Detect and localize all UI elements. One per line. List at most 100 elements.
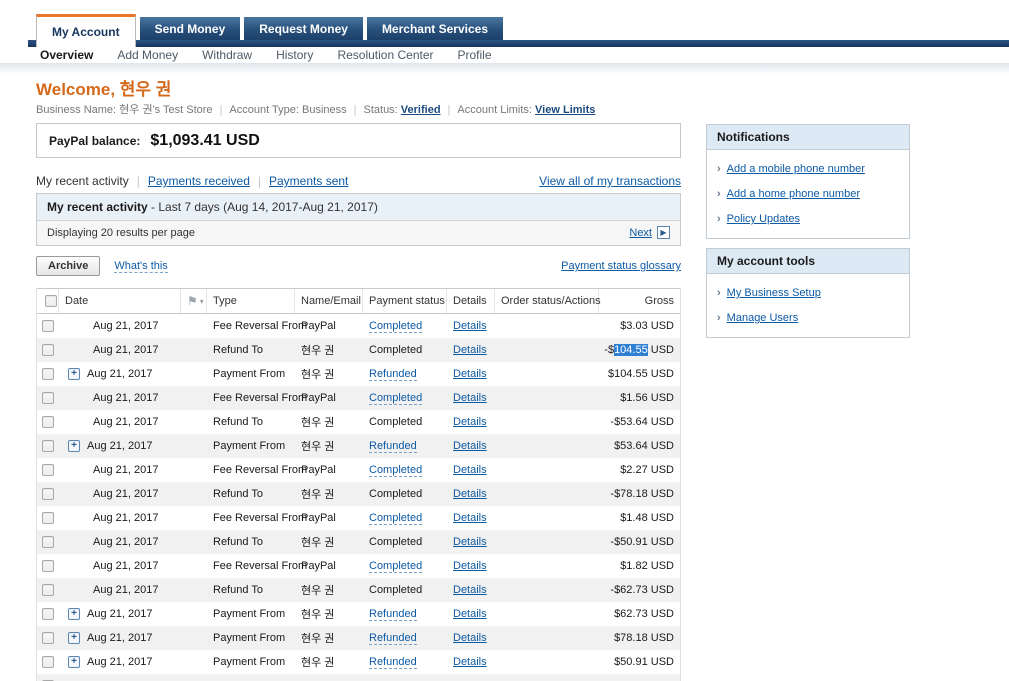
view-limits-link[interactable]: View Limits bbox=[535, 104, 596, 116]
add-a-mobile-phone-number-link[interactable]: Add a mobile phone number bbox=[726, 163, 865, 175]
details-link[interactable]: Details bbox=[453, 344, 487, 356]
payment-status[interactable]: Completed bbox=[369, 560, 423, 573]
details-link[interactable]: Details bbox=[453, 632, 487, 644]
next-page-link[interactable]: Next bbox=[629, 226, 652, 239]
details-link[interactable]: Details bbox=[453, 512, 487, 524]
subnav-resolution-center[interactable]: Resolution Center bbox=[337, 47, 434, 62]
cell-details: Details bbox=[447, 656, 495, 668]
payment-status[interactable]: Refunded bbox=[369, 632, 417, 645]
select-all-checkbox[interactable] bbox=[44, 295, 57, 307]
tab-request-money[interactable]: Request Money bbox=[244, 17, 363, 40]
row-checkbox[interactable] bbox=[42, 464, 54, 476]
header-date[interactable]: Date bbox=[59, 289, 181, 313]
payment-status[interactable]: Refunded bbox=[369, 608, 417, 621]
payment-status[interactable]: Refunded bbox=[369, 440, 417, 453]
sidebar-link-item: › Policy Updates bbox=[707, 204, 909, 229]
subnav-add-money[interactable]: Add Money bbox=[117, 47, 179, 62]
header-payment-status[interactable]: Payment status bbox=[363, 289, 447, 313]
payments-sent-link[interactable]: Payments sent bbox=[269, 174, 349, 188]
date-text: Aug 21, 2017 bbox=[93, 536, 159, 548]
details-link[interactable]: Details bbox=[453, 464, 487, 476]
header-gross[interactable]: Gross bbox=[644, 295, 674, 307]
separator bbox=[250, 174, 269, 188]
payment-status[interactable]: Completed bbox=[369, 464, 423, 477]
my-business-setup-link[interactable]: My Business Setup bbox=[726, 287, 821, 299]
row-checkbox[interactable] bbox=[42, 416, 54, 428]
details-link[interactable]: Details bbox=[453, 440, 487, 452]
flag-filter-icon[interactable]: ⚑ bbox=[187, 294, 198, 308]
row-checkbox[interactable] bbox=[42, 608, 54, 620]
payment-status-glossary-link[interactable]: Payment status glossary bbox=[561, 260, 681, 272]
row-checkbox[interactable] bbox=[42, 392, 54, 404]
details-link[interactable]: Details bbox=[453, 488, 487, 500]
notifications-box: Notifications › Add a mobile phone number… bbox=[706, 124, 910, 239]
next-arrow-icon[interactable]: ▶ bbox=[657, 226, 670, 239]
details-link[interactable]: Details bbox=[453, 392, 487, 404]
info-label-account-type: Account Type: bbox=[229, 104, 302, 116]
header-name-email[interactable]: Name/Email bbox=[295, 289, 363, 313]
cell-date: Aug 21, 2017 bbox=[59, 488, 181, 500]
tab-my-account[interactable]: My Account bbox=[36, 14, 136, 47]
payment-status[interactable]: Completed bbox=[369, 320, 423, 333]
header-order-status[interactable]: Order status/Actions bbox=[495, 289, 601, 313]
table-row: Aug 21, 2017 Refund To 현우 권 Completed Detail… bbox=[37, 338, 680, 362]
row-checkbox[interactable] bbox=[42, 488, 54, 500]
row-checkbox[interactable] bbox=[42, 584, 54, 596]
view-all-transactions-link[interactable]: View all of my transactions bbox=[539, 174, 681, 188]
table-body: Aug 21, 2017 Fee Reversal From PayPal Compl… bbox=[37, 314, 680, 681]
header-flag-cell[interactable]: ⚑ ▾ bbox=[181, 289, 207, 313]
separator bbox=[441, 104, 458, 116]
expand-row-icon[interactable]: + bbox=[68, 608, 80, 620]
table-row: + Aug 21, 2017 Payment From 현우 권 Refunded Det… bbox=[37, 626, 680, 650]
expand-row-icon[interactable]: + bbox=[68, 368, 80, 380]
header-details[interactable]: Details bbox=[447, 289, 495, 313]
tab-send-money[interactable]: Send Money bbox=[139, 17, 241, 40]
expand-row-icon[interactable]: + bbox=[68, 656, 80, 668]
row-checkbox[interactable] bbox=[42, 344, 54, 356]
table-row: Aug 21, 2017 Refund To 현우 권 Completed Detail… bbox=[37, 578, 680, 602]
subnav-overview[interactable]: Overview bbox=[40, 47, 94, 62]
details-link[interactable]: Details bbox=[453, 368, 487, 380]
row-checkbox[interactable] bbox=[42, 632, 54, 644]
row-checkbox[interactable] bbox=[42, 536, 54, 548]
payment-status[interactable]: Refunded bbox=[369, 368, 417, 381]
payment-status[interactable]: Completed bbox=[369, 512, 423, 525]
cell-gross: $1.82 USD bbox=[620, 560, 674, 572]
details-link[interactable]: Details bbox=[453, 536, 487, 548]
row-checkbox[interactable] bbox=[42, 512, 54, 524]
policy-updates-link[interactable]: Policy Updates bbox=[726, 213, 801, 225]
subnav-history[interactable]: History bbox=[276, 47, 314, 62]
panel-title-suffix: - Last 7 days (Aug 14, 2017-Aug 21, 2017… bbox=[147, 200, 378, 214]
details-link[interactable]: Details bbox=[453, 320, 487, 332]
cell-gross: -$53.64 USD bbox=[610, 416, 674, 428]
cell-payment-status: Completed bbox=[363, 344, 447, 356]
details-link[interactable]: Details bbox=[453, 656, 487, 668]
subnav-profile[interactable]: Profile bbox=[457, 47, 492, 62]
details-link[interactable]: Details bbox=[453, 560, 487, 572]
details-link[interactable]: Details bbox=[453, 416, 487, 428]
add-a-home-phone-number-link[interactable]: Add a home phone number bbox=[726, 188, 860, 200]
header-type[interactable]: Type bbox=[207, 289, 295, 313]
row-checkbox[interactable] bbox=[42, 656, 54, 668]
verified-link[interactable]: Verified bbox=[400, 104, 441, 116]
archive-button[interactable]: Archive bbox=[36, 256, 101, 276]
expand-row-icon[interactable]: + bbox=[68, 632, 80, 644]
cell-details: Details bbox=[447, 320, 495, 332]
whats-this-link[interactable]: What's this bbox=[114, 259, 168, 273]
row-checkbox[interactable] bbox=[42, 368, 54, 380]
subnav-withdraw[interactable]: Withdraw bbox=[202, 47, 253, 62]
activity-nav: My recent activity Payments received Payme… bbox=[36, 174, 681, 188]
payment-status[interactable]: Completed bbox=[369, 392, 423, 405]
expand-row-icon[interactable]: + bbox=[68, 440, 80, 452]
cell-gross: $50.91 USD bbox=[614, 656, 674, 668]
cell-name: 현우 권 bbox=[301, 489, 335, 501]
row-checkbox[interactable] bbox=[42, 560, 54, 572]
row-checkbox[interactable] bbox=[42, 440, 54, 452]
details-link[interactable]: Details bbox=[453, 584, 487, 596]
row-checkbox[interactable] bbox=[42, 320, 54, 332]
payments-received-link[interactable]: Payments received bbox=[147, 174, 250, 188]
payment-status[interactable]: Refunded bbox=[369, 656, 417, 669]
manage-users-link[interactable]: Manage Users bbox=[726, 312, 799, 324]
tab-merchant-services[interactable]: Merchant Services bbox=[366, 17, 503, 40]
details-link[interactable]: Details bbox=[453, 608, 487, 620]
